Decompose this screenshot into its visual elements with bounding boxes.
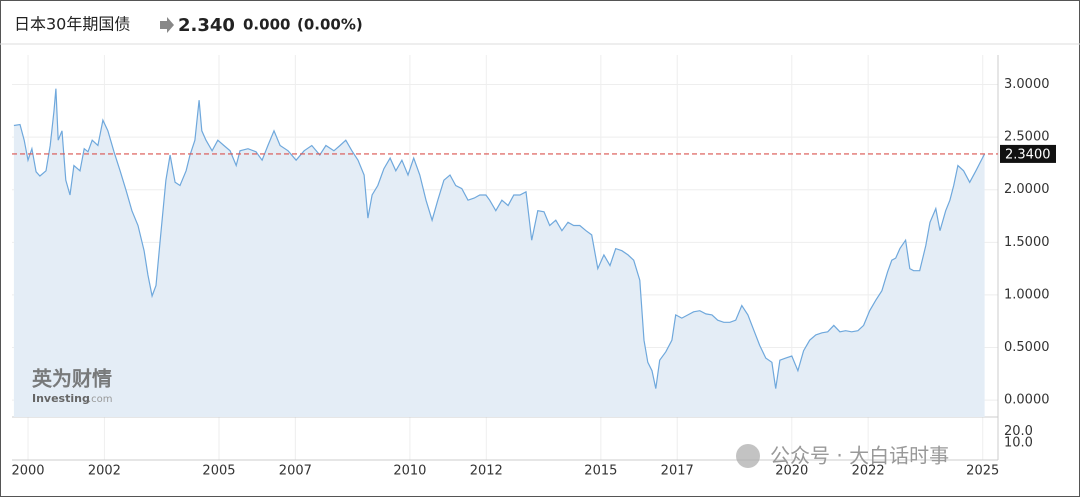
y-tick-label: 2.5000 [1004,130,1050,145]
x-tick-label: 2020 [775,464,808,479]
change-pct: (0.00%) [297,16,363,34]
y-tick-label: 0.5000 [1004,340,1050,355]
x-tick-label: 2025 [966,464,999,479]
last-value-label: 2.3400 [1005,147,1051,162]
chart-title: 日本30年期国债 [14,15,130,34]
volume-tick-label: 10.0 [1004,435,1033,450]
x-tick-label: 2022 [852,464,885,479]
change: 0.000 [243,16,290,34]
x-tick-label: 2012 [470,464,503,479]
line [13,88,986,389]
y-tick-label: 1.0000 [1004,287,1050,302]
plot-area: 2000 2002 2005 2007 2010 2012 2015 2017 2020 2022… [11,55,1056,479]
watermark-site-suffix: .com [88,394,113,405]
y-tick-label: 3.0000 [1004,77,1050,92]
x-tick-label: 2002 [88,464,121,479]
watermark-logo: 英为财情 [32,367,112,391]
area [13,88,985,417]
volume-tick-label: 20.0 [1004,424,1033,439]
arrow-icon [160,17,174,33]
y-tick-label: 1.5000 [1004,235,1050,250]
last-value-box [1000,144,1056,163]
watermark-wechat: 公众号 · 大白话时事 [770,444,949,468]
x-tick-label: 2005 [202,464,235,479]
x-tick-label: 2017 [661,464,694,479]
x-tick-label: 2000 [11,464,44,479]
watermark-site: Investing [32,392,90,405]
y-tick-label: 2.0000 [1004,182,1050,197]
price: 2.340 [178,15,235,36]
y-tick-label: 0.0000 [1004,393,1050,408]
x-tick-label: 2007 [279,464,312,479]
wechat-icon [736,444,760,468]
x-tick-label: 2015 [584,464,617,479]
x-tick-label: 2010 [393,464,426,479]
